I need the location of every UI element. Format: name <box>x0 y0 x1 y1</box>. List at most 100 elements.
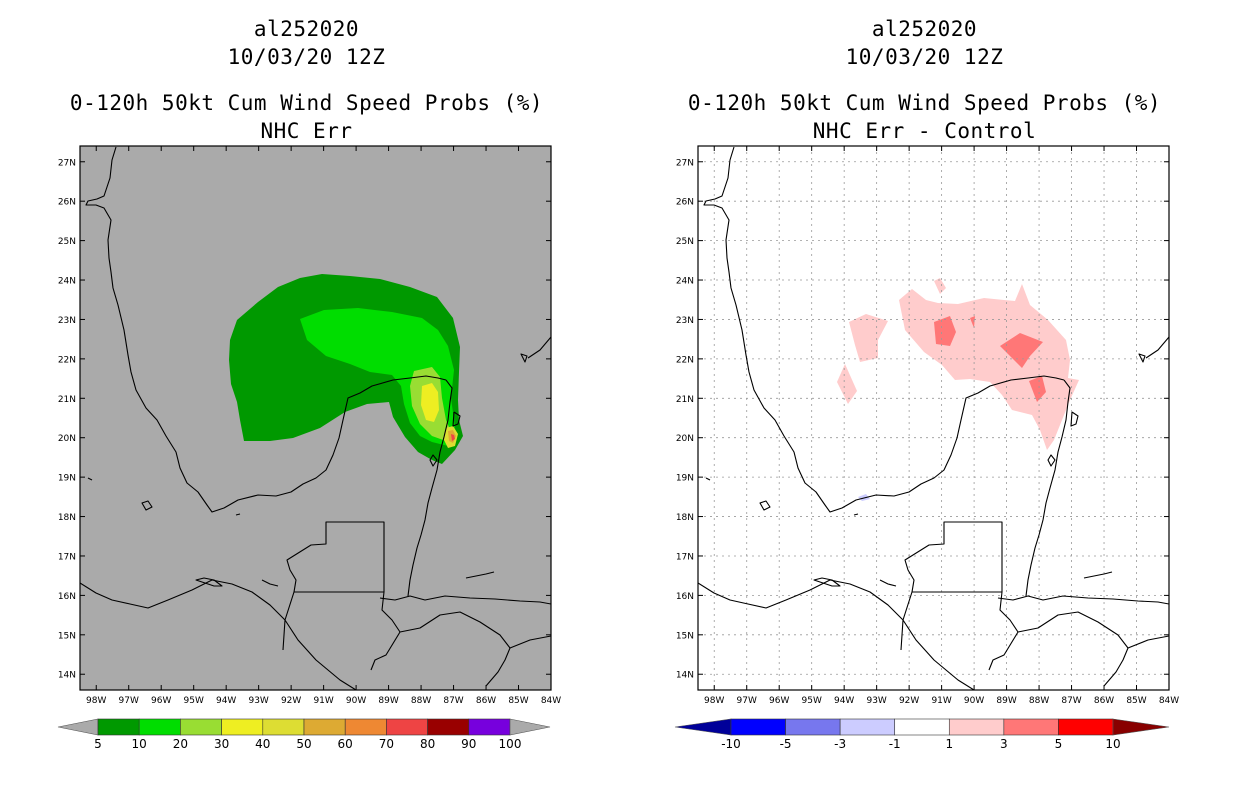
lat-label: 23N <box>676 316 694 326</box>
colorbar-over-arrow <box>509 718 551 736</box>
lon-label: 93W <box>866 696 886 706</box>
lat-label: 21N <box>676 395 694 405</box>
lat-label: 19N <box>676 474 694 484</box>
lon-label: 95W <box>802 696 822 706</box>
lat-label: 27N <box>676 158 694 168</box>
colorbar-label: -5 <box>780 737 792 751</box>
colorbar-label: 10 <box>1105 737 1120 751</box>
colorbar-segment <box>97 718 140 736</box>
colorbar-label: 1 <box>945 737 953 751</box>
lat-label: 14N <box>676 671 694 681</box>
lon-label: 89W <box>378 696 398 706</box>
colorbar-segment <box>303 718 346 736</box>
lon-label: 96W <box>151 696 171 706</box>
lon-label: 94W <box>216 696 236 706</box>
lat-label: 27N <box>58 158 76 168</box>
lon-label: 98W <box>86 696 106 706</box>
colorbar-segment <box>221 718 264 736</box>
lat-label: 21N <box>58 395 76 405</box>
lat-label: 24N <box>676 277 694 287</box>
colorbar-label: 60 <box>338 737 353 751</box>
colorbar-label: 50 <box>296 737 311 751</box>
lat-label: 16N <box>58 592 76 602</box>
right-lat-labels: 27N 26N 25N 24N 23N 22N 21N 20N 19N 18N 17N 16N 15N 1… <box>676 158 694 680</box>
left-subtitle: NHC Err <box>260 119 353 143</box>
colorbar-segment <box>839 718 896 736</box>
left-lat-labels: 27N 26N 25N 24N 23N 22N 21N 20N 19N 18N 17N 16N 15N 1… <box>58 158 76 680</box>
right-map-frame <box>697 145 1170 691</box>
right-datetime: 10/03/20 12Z <box>845 45 1004 69</box>
lon-label: 92W <box>281 696 301 706</box>
right-map-panel: 27N 26N 25N 24N 23N 22N 21N 20N 19N 18N 17N 16N 15N 1… <box>676 145 1179 706</box>
lat-label: 22N <box>58 355 76 365</box>
left-storm-id: al252020 <box>253 17 360 41</box>
colorbar-label: 20 <box>173 737 188 751</box>
colorbar-label: -1 <box>889 737 901 751</box>
lat-label: 26N <box>58 198 76 208</box>
lat-label: 15N <box>58 631 76 641</box>
colorbar-label: 70 <box>379 737 394 751</box>
lon-label: 94W <box>834 696 854 706</box>
right-colorbar: -10 -5 -3 -1 1 3 5 10 <box>674 718 1170 751</box>
lat-label: 19N <box>58 474 76 484</box>
lon-label: 97W <box>119 696 139 706</box>
lon-label: 84W <box>541 696 561 706</box>
lat-label: 18N <box>58 513 76 523</box>
lat-label: 16N <box>676 592 694 602</box>
left-colorbar: 5 10 20 30 40 50 60 70 80 90 100 <box>57 718 551 751</box>
lon-label: 93W <box>248 696 268 706</box>
colorbar-segment <box>1058 718 1114 736</box>
lon-label: 87W <box>443 696 463 706</box>
lon-label: 95W <box>184 696 204 706</box>
colorbar-segment <box>948 718 1005 736</box>
left-axis-ticks <box>80 146 552 690</box>
colorbar-segment <box>1003 718 1059 736</box>
colorbar-segment <box>785 718 841 736</box>
lat-label: 14N <box>58 671 76 681</box>
lat-label: 25N <box>676 237 694 247</box>
colorbar-over-arrow <box>1112 718 1170 736</box>
colorbar-label: 30 <box>214 737 229 751</box>
colorbar-label: 80 <box>420 737 435 751</box>
colorbar-segment <box>386 718 428 736</box>
lon-label: 90W <box>346 696 366 706</box>
lon-label: 90W <box>964 696 984 706</box>
right-product-title: 0-120h 50kt Cum Wind Speed Probs (%) <box>687 91 1162 115</box>
colorbar-segment <box>468 718 511 736</box>
left-map-panel: 27N 26N 25N 24N 23N 22N 21N 20N 19N 18N 17N 16N 15N 1… <box>58 145 561 706</box>
colorbar-label: 3 <box>1000 737 1008 751</box>
right-dotted-grid <box>698 146 1169 690</box>
lat-label: 17N <box>58 552 76 562</box>
lon-label: 91W <box>931 696 951 706</box>
colorbar-label: 40 <box>255 737 270 751</box>
lat-label: 18N <box>676 513 694 523</box>
right-storm-id: al252020 <box>871 17 978 41</box>
colorbar-segment <box>138 718 181 736</box>
colorbar-under-arrow <box>57 718 99 736</box>
lon-label: 97W <box>737 696 757 706</box>
colorbar-under-arrow <box>674 718 732 736</box>
lon-label: 88W <box>1029 696 1049 706</box>
lon-label: 85W <box>508 696 528 706</box>
right-map-background <box>698 146 1169 690</box>
lon-label: 84W <box>1159 696 1179 706</box>
colorbar-segment <box>262 718 305 736</box>
lat-label: 20N <box>676 434 694 444</box>
lon-label: 96W <box>769 696 789 706</box>
lon-label: 88W <box>411 696 431 706</box>
colorbar-segment <box>180 718 222 736</box>
right-axis-ticks <box>698 146 1170 690</box>
lon-label: 89W <box>996 696 1016 706</box>
lat-label: 23N <box>58 316 76 326</box>
colorbar-segment <box>894 718 950 736</box>
colorbar-label: -10 <box>721 737 741 751</box>
colorbar-label: 100 <box>499 737 522 751</box>
lon-label: 92W <box>899 696 919 706</box>
colorbar-label: 10 <box>132 737 147 751</box>
left-datetime: 10/03/20 12Z <box>227 45 386 69</box>
lat-label: 22N <box>676 355 694 365</box>
right-subtitle: NHC Err - Control <box>812 119 1037 143</box>
colorbar-segment <box>730 718 786 736</box>
lon-label: 86W <box>476 696 496 706</box>
lat-label: 20N <box>58 434 76 444</box>
